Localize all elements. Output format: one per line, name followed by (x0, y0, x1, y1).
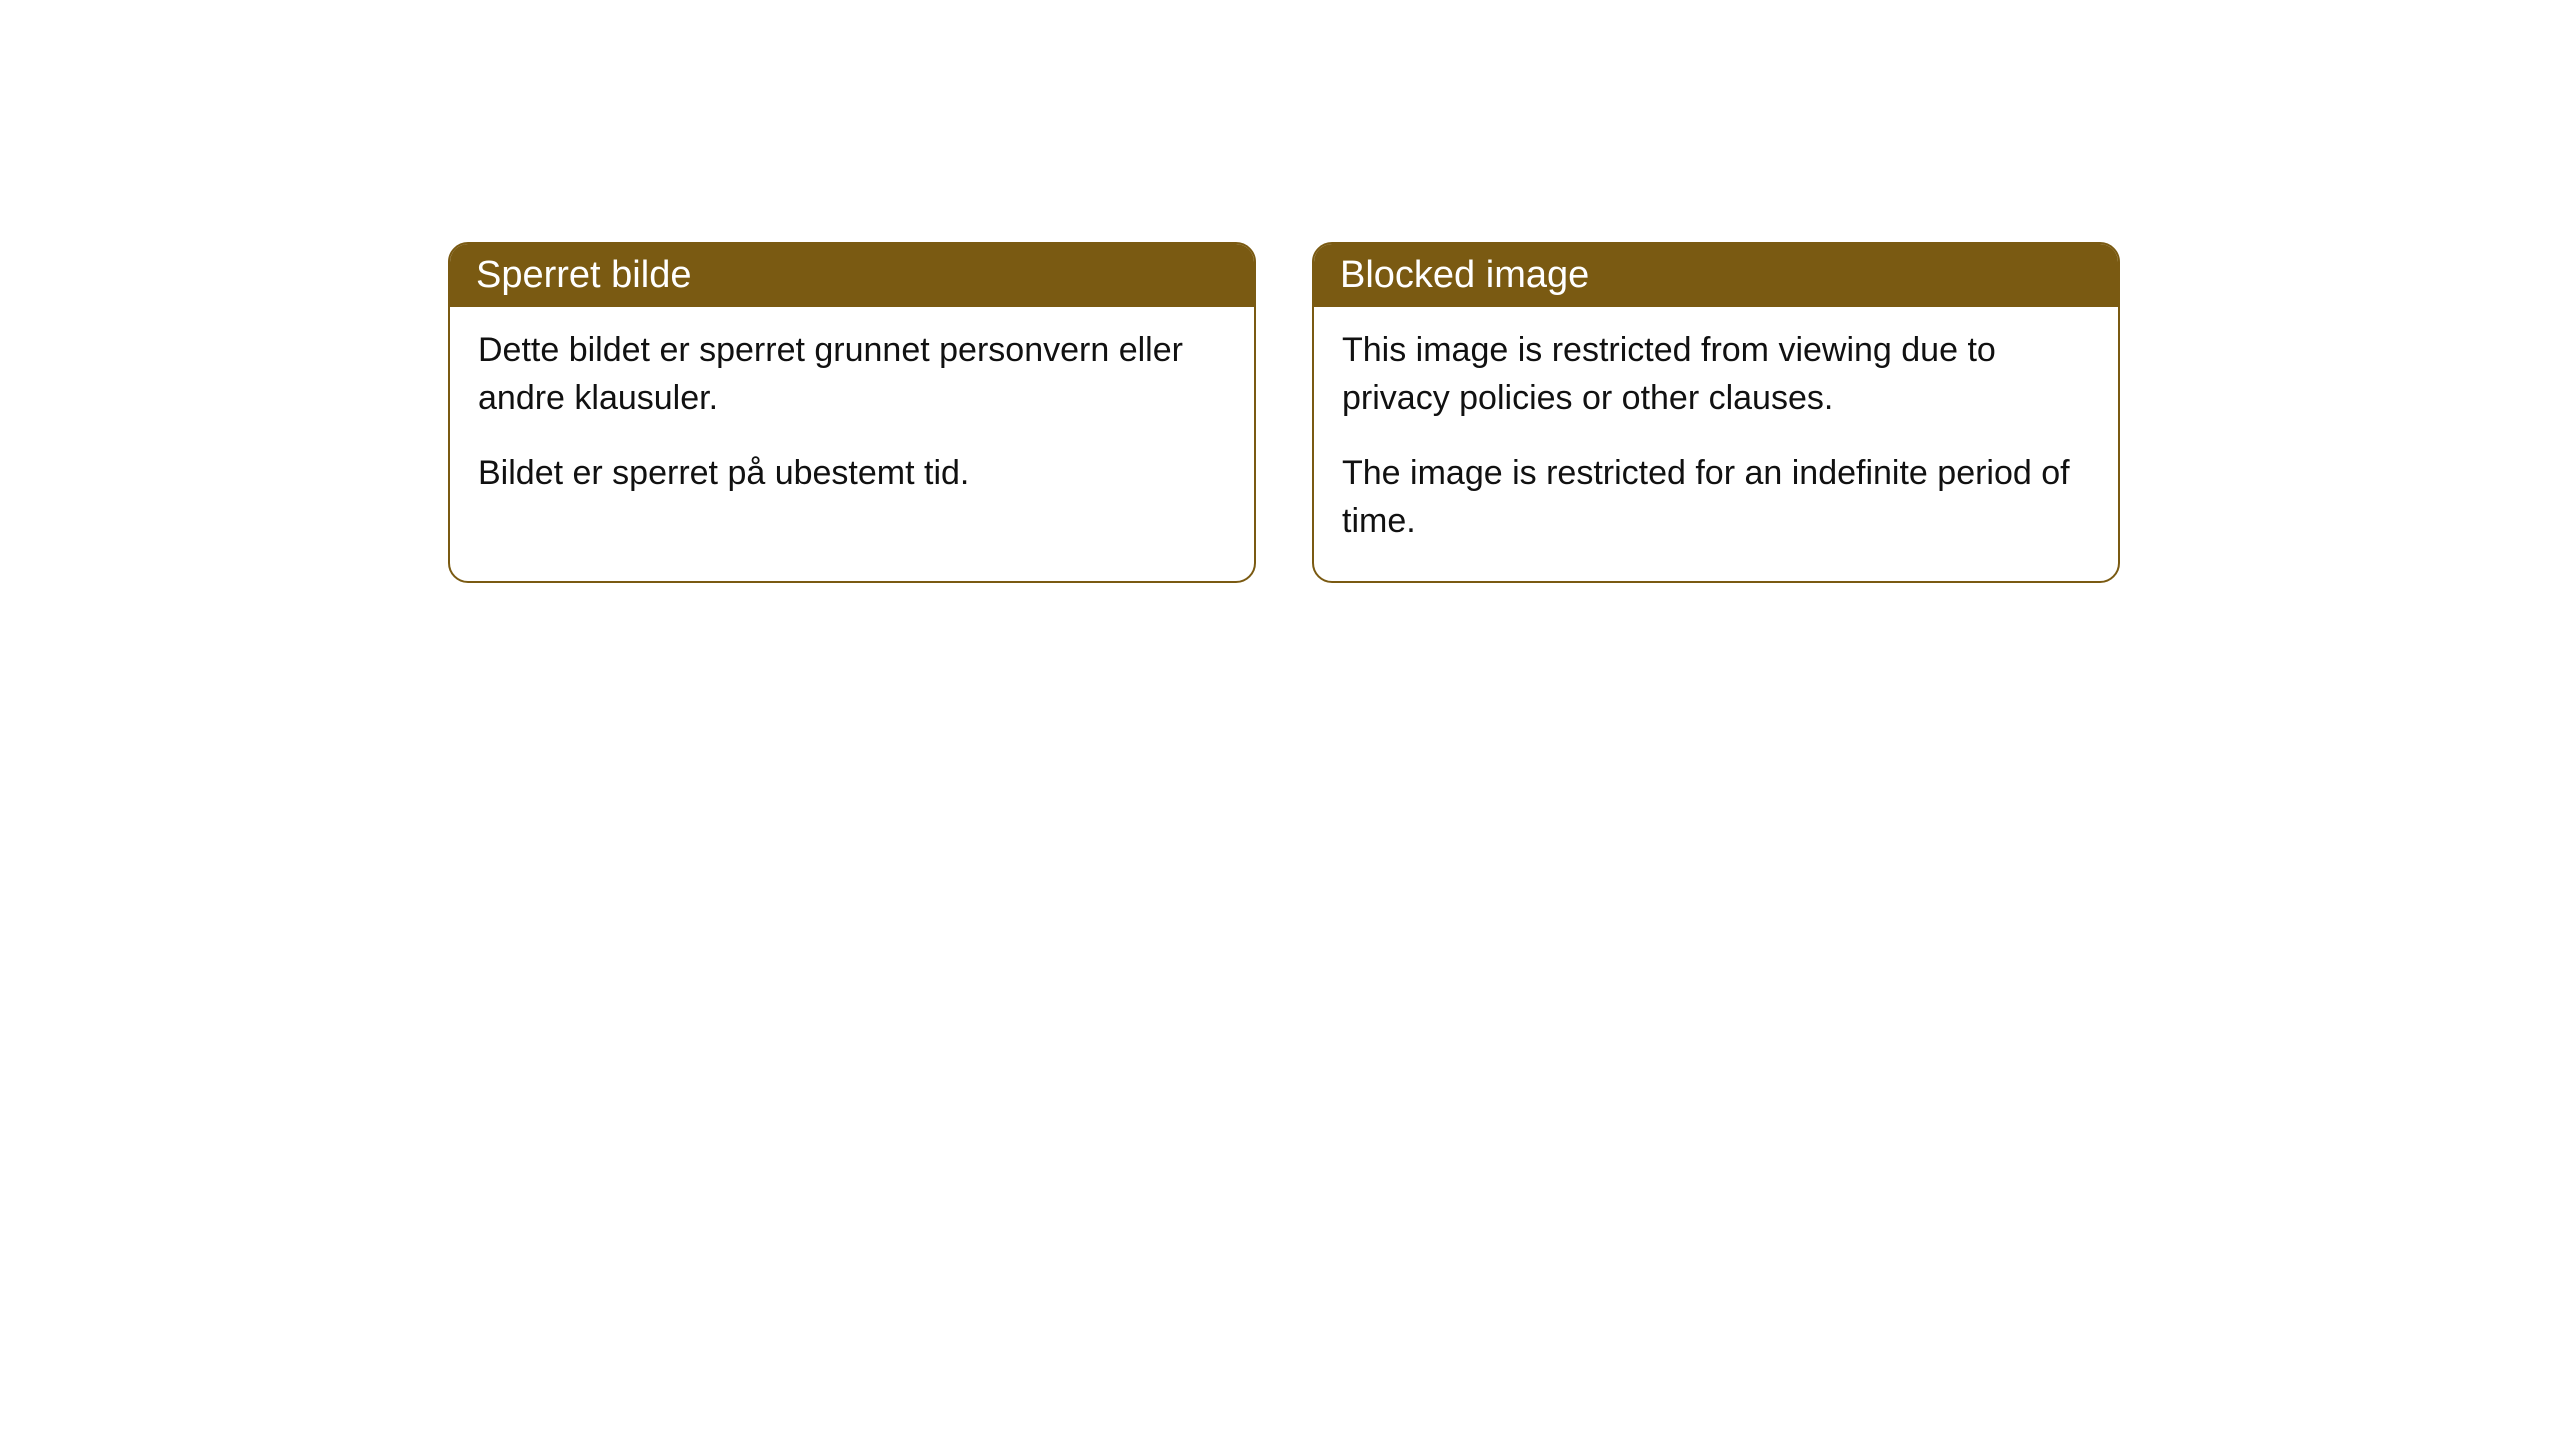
card-body: This image is restricted from viewing du… (1314, 307, 2118, 581)
card-paragraph: This image is restricted from viewing du… (1342, 327, 2090, 422)
card-header: Sperret bilde (450, 244, 1254, 307)
card-body: Dette bildet er sperret grunnet personve… (450, 307, 1254, 534)
card-paragraph: The image is restricted for an indefinit… (1342, 450, 2090, 545)
card-paragraph: Dette bildet er sperret grunnet personve… (478, 327, 1226, 422)
notice-card-norwegian: Sperret bilde Dette bildet er sperret gr… (448, 242, 1256, 583)
notice-card-english: Blocked image This image is restricted f… (1312, 242, 2120, 583)
card-paragraph: Bildet er sperret på ubestemt tid. (478, 450, 1226, 498)
card-title: Blocked image (1340, 254, 1589, 296)
notice-cards-container: Sperret bilde Dette bildet er sperret gr… (448, 242, 2120, 583)
card-header: Blocked image (1314, 244, 2118, 307)
card-title: Sperret bilde (476, 254, 691, 296)
